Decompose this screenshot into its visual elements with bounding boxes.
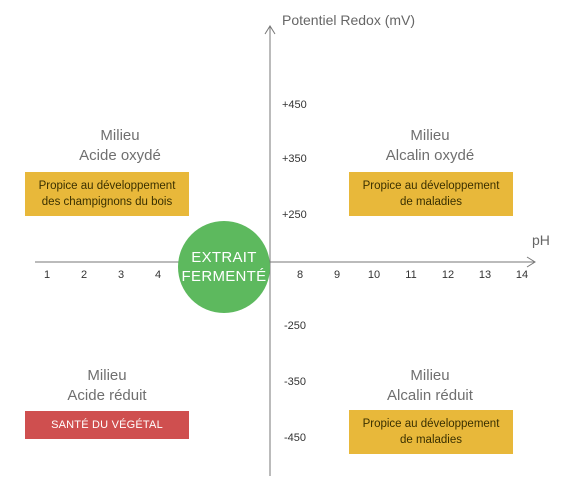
y-tick-label: +350: [282, 153, 307, 165]
health-badge-label: SANTÉ DU VÉGÉTAL: [51, 419, 163, 431]
quadrant-title-line: Milieu: [410, 127, 450, 144]
quadrant-title-line: Acide réduit: [67, 387, 147, 404]
y-tick-label: -450: [284, 432, 307, 444]
quadrant-title-top-left: Milieu Acide oxydé: [10, 126, 230, 166]
info-box-line: de maladies: [399, 196, 462, 208]
quadrant-title-top-right: Milieu Alcalin oxydé: [320, 126, 540, 166]
x-tick-label: 13: [478, 269, 492, 281]
info-box-bottom-right: Propice au développement de maladies: [349, 410, 513, 454]
info-box-line: Propice au développement: [362, 180, 500, 192]
quadrant-title-line: Milieu: [100, 127, 140, 144]
x-tick-label: 11: [405, 269, 417, 281]
y-axis-arrow-icon: [264, 25, 276, 35]
circle-label-line: EXTRAIT: [191, 249, 257, 266]
quadrant-title-line: Alcalin réduit: [387, 387, 473, 404]
quadrant-title-line: Milieu: [87, 367, 127, 384]
info-box-line: Propice au développement: [38, 180, 176, 192]
quadrant-title-bottom-right: Milieu Alcalin réduit: [320, 366, 540, 406]
x-tick-label: 14: [515, 269, 529, 281]
x-tick-label: 4: [154, 269, 162, 281]
info-box-top-left: Propice au développement des champignons…: [25, 172, 189, 216]
x-tick-label: 8: [296, 269, 304, 281]
quadrant-title-line: Milieu: [410, 367, 450, 384]
x-tick-label: 12: [441, 269, 455, 281]
y-tick-label: -250: [284, 320, 307, 332]
info-box-top-right: Propice au développement de maladies: [349, 172, 513, 216]
info-box-line: de maladies: [399, 434, 462, 446]
x-tick-label: 3: [117, 269, 125, 281]
x-tick-label: 2: [80, 269, 88, 281]
info-box-line: Propice au développement: [362, 418, 500, 430]
circle-label-line: FERMENTÉ: [181, 268, 267, 285]
x-axis-arrow-icon: [526, 256, 536, 268]
x-tick-label: 1: [43, 269, 51, 281]
quadrant-title-line: Alcalin oxydé: [385, 147, 475, 164]
x-axis-title: pH: [532, 232, 550, 248]
quadrant-title-bottom-left: Milieu Acide réduit: [0, 366, 217, 406]
y-axis-title: Potentiel Redox (mV): [282, 12, 416, 28]
x-tick-label: 9: [333, 269, 341, 281]
info-box-line: des champignons du bois: [41, 196, 173, 208]
quadrant-title-line: Acide oxydé: [79, 147, 161, 164]
x-tick-label: 10: [367, 269, 381, 281]
y-tick-label: +250: [282, 209, 307, 221]
y-tick-label: -350: [284, 376, 307, 388]
health-badge: SANTÉ DU VÉGÉTAL: [25, 411, 189, 439]
y-tick-label: +450: [282, 99, 307, 111]
fermented-extract-circle: EXTRAIT FERMENTÉ: [178, 221, 270, 313]
